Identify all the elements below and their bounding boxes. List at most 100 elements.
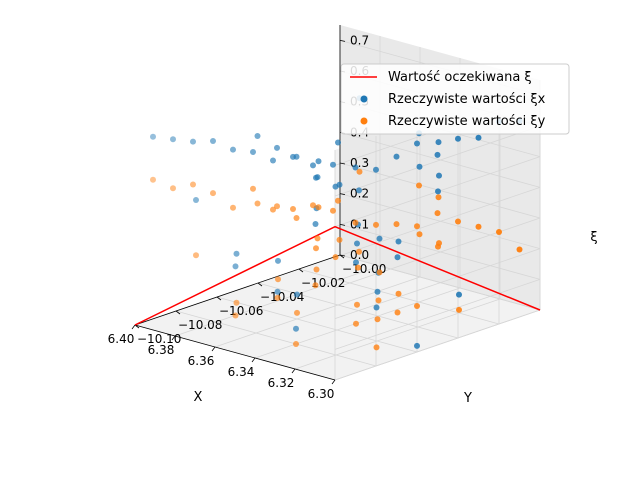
xi-y-point	[455, 218, 461, 225]
grid-line	[334, 186, 541, 258]
z-axis-label: ξ	[590, 230, 597, 245]
xi-y-point	[496, 229, 502, 235]
xi-x-point	[336, 181, 343, 188]
xi-x-point	[294, 291, 300, 298]
xi-x-point	[373, 304, 380, 311]
x-axis-line	[134, 324, 336, 381]
axis-lines	[134, 25, 341, 381]
x-tick-mark	[211, 346, 216, 352]
grid-line	[334, 309, 541, 381]
x-tick-label: 6.36	[188, 354, 215, 368]
xi-y-point	[313, 245, 319, 252]
xi-y-point	[435, 194, 442, 201]
x-tick-mark	[291, 368, 296, 374]
xi-y-point	[310, 202, 316, 209]
xi-y-point	[393, 221, 400, 228]
xi-y-point	[315, 204, 322, 211]
xi-x-point	[233, 250, 240, 257]
y-axis-line	[134, 254, 341, 326]
xi-x-point	[434, 151, 441, 158]
xi-x-point	[193, 197, 199, 203]
xi-y-point	[293, 215, 300, 221]
legend-frame	[340, 63, 570, 135]
grid-line	[334, 125, 541, 197]
xi-x-point	[475, 134, 482, 141]
legend-label-xi-y: Rzeczywiste wartości ξy	[388, 114, 546, 129]
xi-x-point	[353, 259, 359, 266]
xi-x-point	[416, 163, 423, 170]
xi-x-point	[374, 288, 381, 295]
xi-x-point	[436, 172, 442, 179]
grid-line	[334, 217, 541, 289]
xi-x-point	[356, 187, 362, 194]
xi-x-point	[274, 144, 280, 151]
xi-y-point	[356, 168, 363, 175]
xi-x-point	[354, 240, 360, 247]
x-tick-label: 6.38	[148, 343, 175, 357]
xi-y-point	[354, 301, 360, 308]
grid-line	[216, 296, 418, 353]
xi-y-point	[355, 264, 361, 271]
xi-y-point	[336, 236, 343, 243]
legend-label-xi-x: Rzeczywiste wartości ξx	[388, 92, 546, 107]
xi-y-point	[373, 221, 379, 228]
xi-y-point	[434, 210, 441, 217]
xi-x-point	[150, 133, 156, 140]
y-tick-label: −10.10	[137, 332, 181, 346]
xi-y-point	[293, 341, 299, 347]
x-tick-label: 6.32	[268, 376, 295, 390]
xi-y-point	[232, 312, 239, 319]
xi-x-point	[312, 221, 319, 227]
xi-x-point	[435, 139, 442, 146]
xi-y-point	[230, 204, 236, 211]
y-tick-mark	[175, 310, 181, 315]
xi-x-point	[455, 135, 461, 142]
xi-y-point	[332, 254, 339, 261]
xi-y-point	[210, 190, 216, 197]
xi-y-point	[456, 306, 462, 313]
grid-line	[214, 276, 421, 348]
x-tick-mark	[171, 335, 176, 341]
x-tick-mark	[251, 357, 256, 363]
z-tick-label: 0.2	[350, 187, 369, 201]
xi-y-point	[374, 316, 381, 323]
z-tick-mark	[339, 193, 346, 196]
xi-x-point	[394, 254, 401, 261]
grid-line	[334, 248, 541, 320]
xi-x-point	[456, 291, 462, 298]
xi-y-point	[290, 206, 296, 212]
xi-y-point	[414, 223, 420, 230]
grid-line	[334, 278, 541, 350]
xi-x-point	[435, 188, 441, 195]
xi-x-point	[250, 149, 256, 155]
xi-x-point	[275, 257, 281, 264]
data-marks	[134, 95, 541, 351]
xi-y-point	[150, 176, 156, 183]
xi-x-point	[293, 153, 300, 160]
xi-y-point	[416, 182, 422, 189]
y-tick-label: −10.08	[178, 318, 222, 332]
xi-y-point	[356, 248, 362, 255]
xi-y-point	[335, 197, 341, 204]
xi-y-point	[233, 299, 240, 306]
xi-y-point	[250, 185, 256, 192]
x-tick-label: 6.34	[228, 365, 255, 379]
z-tick-mark	[339, 223, 346, 226]
xi-x-point	[254, 133, 261, 139]
xi-x-point	[210, 138, 216, 144]
xi-y-point	[312, 282, 319, 289]
z-tick-label: 0.7	[350, 33, 369, 47]
xi-x-point	[373, 166, 379, 173]
xi-x-point	[230, 146, 236, 153]
y-tick-label: −10.04	[260, 290, 304, 304]
y-tick-mark	[257, 282, 263, 287]
xi-y-point	[353, 320, 359, 327]
y-tick-mark	[216, 296, 222, 301]
y-tick-label: −10.00	[342, 262, 386, 276]
legend-swatch-xi-x	[360, 95, 368, 103]
xi-y-point	[330, 207, 336, 214]
xi-y-point	[414, 303, 420, 309]
xi-y-point	[274, 203, 280, 210]
